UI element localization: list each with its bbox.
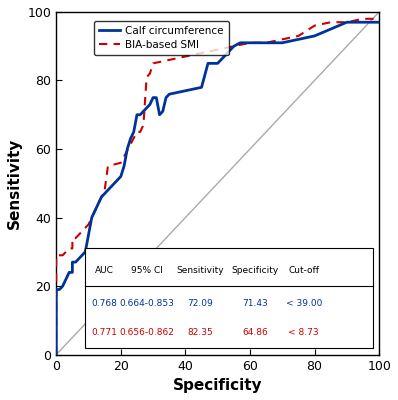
- Text: Specificity: Specificity: [231, 266, 279, 275]
- Text: 71.43: 71.43: [242, 298, 268, 308]
- Text: Sensitivity: Sensitivity: [176, 266, 224, 275]
- Text: 0.768: 0.768: [91, 298, 117, 308]
- Text: 82.35: 82.35: [187, 328, 213, 337]
- Text: 0.664-0.853: 0.664-0.853: [120, 298, 174, 308]
- Text: < 39.00: < 39.00: [285, 298, 322, 308]
- Bar: [85, 248, 373, 348]
- Legend: Calf circumference, BIA-based SMI: Calf circumference, BIA-based SMI: [94, 20, 229, 55]
- Text: AUC: AUC: [95, 266, 113, 275]
- Text: 64.86: 64.86: [242, 328, 268, 337]
- Y-axis label: Sensitivity: Sensitivity: [7, 138, 22, 229]
- Text: 0.656-0.862: 0.656-0.862: [120, 328, 174, 337]
- Text: < 8.73: < 8.73: [289, 328, 319, 337]
- Text: 72.09: 72.09: [187, 298, 213, 308]
- Text: Cut-off: Cut-off: [288, 266, 319, 275]
- X-axis label: Specificity: Specificity: [173, 378, 263, 393]
- Text: 95% CI: 95% CI: [131, 266, 163, 275]
- Text: 0.771: 0.771: [91, 328, 117, 337]
